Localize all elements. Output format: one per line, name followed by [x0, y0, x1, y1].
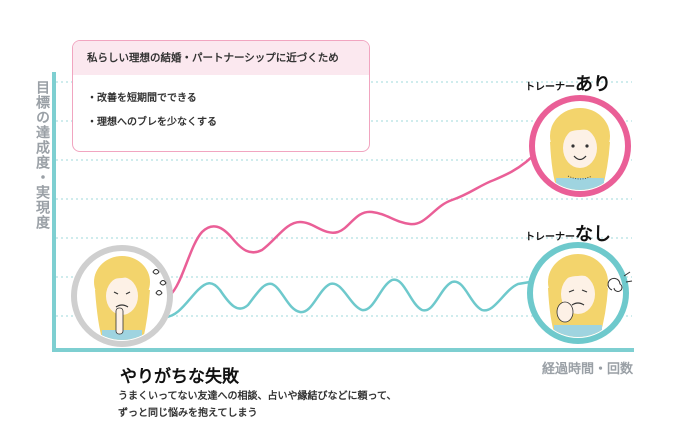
callout-item: ・理想へのブレを少なくする	[87, 117, 217, 128]
without-trainer-line	[163, 278, 532, 319]
callout-heading: 私らしい理想の結婚・パートナーシップに近づくため	[73, 41, 369, 75]
with-trainer-prefix: トレーナー	[525, 82, 575, 93]
with-trainer-suffix: あり	[575, 74, 611, 95]
x-axis-label: 経過時間・回数	[542, 362, 634, 377]
without-trainer-suffix: なし	[575, 224, 611, 245]
y-axis-label: 目標の達成度・実現度	[34, 80, 50, 230]
common-mistake-title: やりがちな失敗	[120, 367, 239, 387]
happy-woman-portrait	[550, 108, 610, 190]
with-trainer-label: トレーナーあり	[525, 70, 611, 96]
goal-callout-box: 私らしい理想の結婚・パートナーシップに近づくため ・改善を短期間でできる ・理想…	[72, 40, 370, 152]
common-mistake-description: うまくいってない友達への相談、占いや縁結びなどに頼って、 ずっと同じ悩みを抱えて…	[118, 388, 478, 422]
sweat-drops-icon	[152, 269, 167, 296]
worried-woman-portrait	[94, 256, 150, 340]
without-trainer-label: トレーナーなし	[525, 220, 611, 246]
common-mistake-line: うまくいってない友達への相談、占いや縁結びなどに頼って、	[118, 391, 397, 402]
callout-item: ・改善を短期間でできる	[87, 93, 197, 104]
with-trainer-line	[168, 148, 542, 297]
troubled-woman-portrait	[548, 254, 608, 337]
confusion-swirl-icon	[607, 271, 633, 292]
without-trainer-portrait	[527, 242, 633, 344]
callout-list: ・改善を短期間でできる ・理想へのブレを少なくする	[73, 89, 369, 128]
start-portrait	[71, 245, 173, 347]
with-trainer-portrait	[529, 95, 631, 197]
common-mistake-line: ずっと同じ悩みを抱えてしまう	[118, 408, 258, 419]
without-trainer-prefix: トレーナー	[525, 232, 575, 243]
